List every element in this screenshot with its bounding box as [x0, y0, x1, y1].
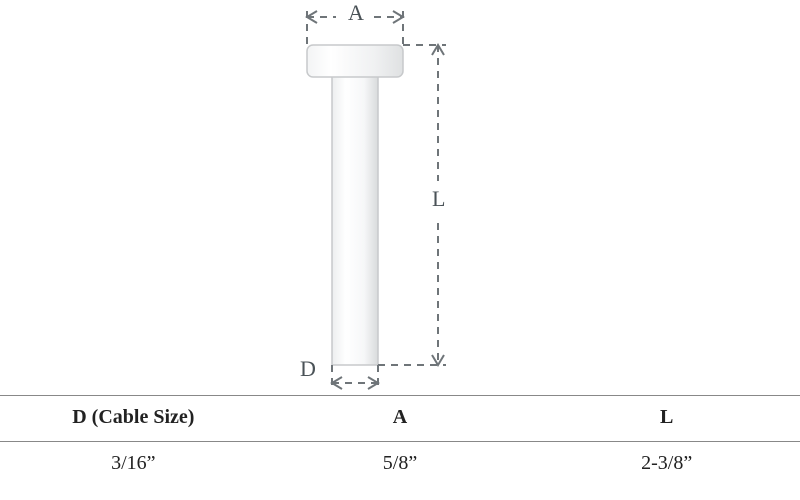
col-header-l: L [533, 396, 800, 442]
dimensions-table: D (Cable Size) A L 3/16” 5/8” 2-3/8” [0, 395, 800, 487]
part-drawing [280, 5, 520, 390]
cell-a: 5/8” [267, 442, 534, 488]
cell-d: 3/16” [0, 442, 267, 488]
technical-diagram: A L D [0, 0, 800, 395]
table-header-row: D (Cable Size) A L [0, 396, 800, 442]
dim-label-d: D [300, 356, 316, 382]
table-row: 3/16” 5/8” 2-3/8” [0, 442, 800, 488]
cell-l: 2-3/8” [533, 442, 800, 488]
col-header-a: A [267, 396, 534, 442]
dim-label-a: A [348, 0, 364, 26]
dim-label-l: L [432, 186, 445, 212]
col-header-d: D (Cable Size) [0, 396, 267, 442]
